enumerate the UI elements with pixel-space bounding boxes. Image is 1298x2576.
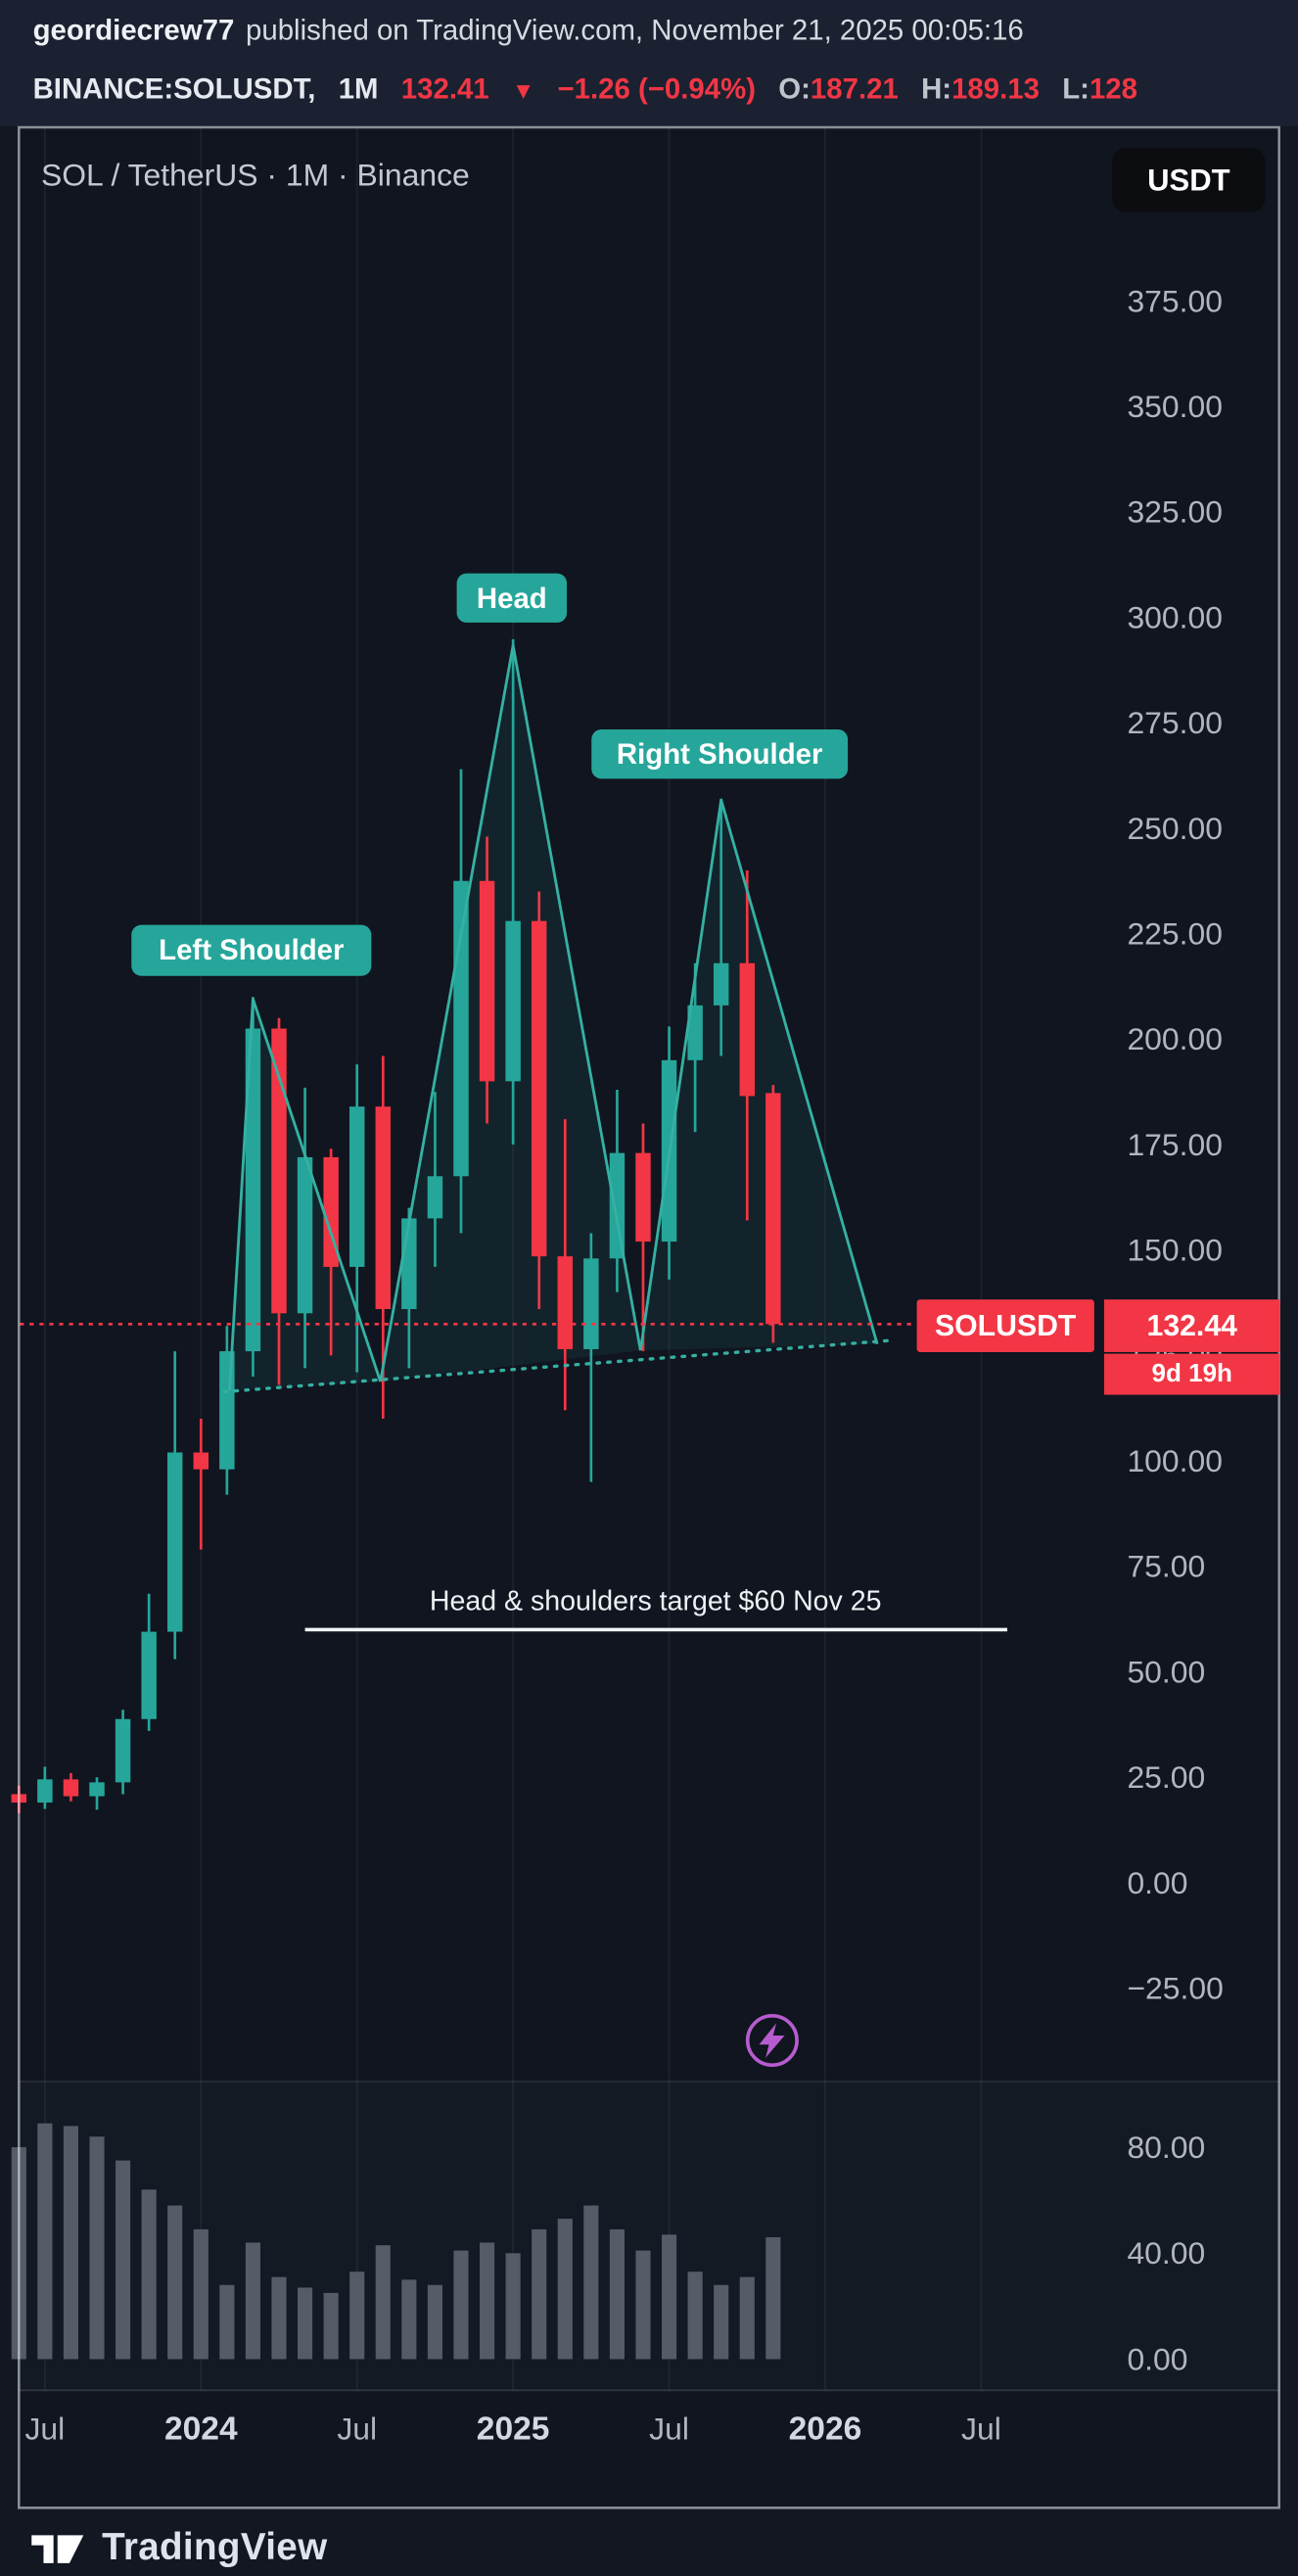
low-value: 128 xyxy=(1089,71,1137,106)
svg-text:2024: 2024 xyxy=(164,2412,238,2448)
publish-header: geordiecrew77 published on TradingView.co… xyxy=(0,0,1298,127)
svg-text:175.00: 175.00 xyxy=(1127,1127,1223,1162)
high-value: 189.13 xyxy=(951,71,1040,106)
right-shoulder-label[interactable]: Right Shoulder xyxy=(591,729,849,779)
price-flag-value: 132.44 xyxy=(1103,1299,1280,1352)
chart-legend-title[interactable]: SOL / TetherUS · 1M · Binance xyxy=(40,159,470,194)
svg-text:0.00: 0.00 xyxy=(1127,2341,1187,2376)
svg-text:250.00: 250.00 xyxy=(1127,811,1223,846)
pattern-lines[interactable] xyxy=(222,643,890,1394)
svg-text:2026: 2026 xyxy=(789,2412,862,2448)
svg-text:225.00: 225.00 xyxy=(1127,916,1223,952)
low-label: L: xyxy=(1062,71,1089,106)
svg-text:375.00: 375.00 xyxy=(1127,283,1223,318)
open-label: O: xyxy=(778,71,811,106)
volume-axis[interactable]: 80.00 40.00 0.00 xyxy=(1127,2130,1205,2376)
pane-separators xyxy=(19,2081,1279,2392)
candles xyxy=(11,638,781,1813)
boost-lightning-icon[interactable] xyxy=(739,2007,805,2073)
svg-text:−25.00: −25.00 xyxy=(1127,1971,1223,2006)
last-price: 132.41 xyxy=(400,71,489,106)
svg-text:Jul: Jul xyxy=(24,2412,65,2447)
price-change: −1.26 (−0.94%) xyxy=(557,71,756,106)
currency-toggle-button[interactable]: USDT xyxy=(1112,148,1266,212)
svg-text:275.00: 275.00 xyxy=(1127,705,1223,740)
left-shoulder-label[interactable]: Left Shoulder xyxy=(131,924,372,976)
symbol-label[interactable]: BINANCE:SOLUSDT, xyxy=(32,71,316,106)
chart-container: 375.00 350.00 325.00 300.00 275.00 250.00 225.… xyxy=(11,125,1280,2509)
tradingview-watermark[interactable]: TradingView xyxy=(29,2520,327,2573)
target-annotation-text[interactable]: Head & shoulders target $60 Nov 25 xyxy=(429,1585,882,1617)
svg-text:0.00: 0.00 xyxy=(1127,1865,1187,1900)
head-label[interactable]: Head xyxy=(456,573,568,623)
price-flag-symbol: SOLUSDT xyxy=(916,1299,1094,1352)
svg-text:100.00: 100.00 xyxy=(1127,1443,1223,1478)
svg-text:80.00: 80.00 xyxy=(1127,2130,1205,2165)
tradingview-logo-text: TradingView xyxy=(102,2524,328,2567)
high-label: H: xyxy=(921,71,952,106)
publish-text: published on TradingView.com, November 2… xyxy=(246,13,1024,46)
svg-text:Jul: Jul xyxy=(337,2412,377,2447)
svg-text:150.00: 150.00 xyxy=(1127,1233,1223,1268)
svg-text:25.00: 25.00 xyxy=(1127,1759,1205,1795)
tradingview-logo-icon xyxy=(31,2534,84,2563)
author-name[interactable]: geordiecrew77 xyxy=(32,13,235,46)
svg-text:2025: 2025 xyxy=(477,2412,550,2448)
down-arrow-icon: ▼ xyxy=(511,76,535,104)
svg-text:Jul: Jul xyxy=(961,2412,1001,2447)
volume-bars xyxy=(11,2123,781,2360)
svg-text:75.00: 75.00 xyxy=(1127,1549,1205,1584)
bar-countdown: 9d 19h xyxy=(1103,1353,1280,1395)
svg-text:200.00: 200.00 xyxy=(1127,1021,1223,1056)
svg-text:40.00: 40.00 xyxy=(1127,2235,1205,2271)
svg-text:50.00: 50.00 xyxy=(1127,1654,1205,1689)
svg-text:325.00: 325.00 xyxy=(1127,494,1223,530)
publish-info-line: geordiecrew77 published on TradingView.co… xyxy=(33,13,1024,47)
time-axis[interactable]: Jul 2024 Jul 2025 Jul 2026 Jul xyxy=(24,2412,1000,2448)
svg-text:Jul: Jul xyxy=(649,2412,689,2447)
svg-text:300.00: 300.00 xyxy=(1127,599,1223,634)
interval-label[interactable]: 1M xyxy=(338,71,379,106)
ohlc-bar: BINANCE:SOLUSDT, 1M 132.41 ▼ −1.26 (−0.9… xyxy=(33,72,1137,107)
open-value: 187.21 xyxy=(810,71,899,106)
svg-text:350.00: 350.00 xyxy=(1127,389,1223,424)
